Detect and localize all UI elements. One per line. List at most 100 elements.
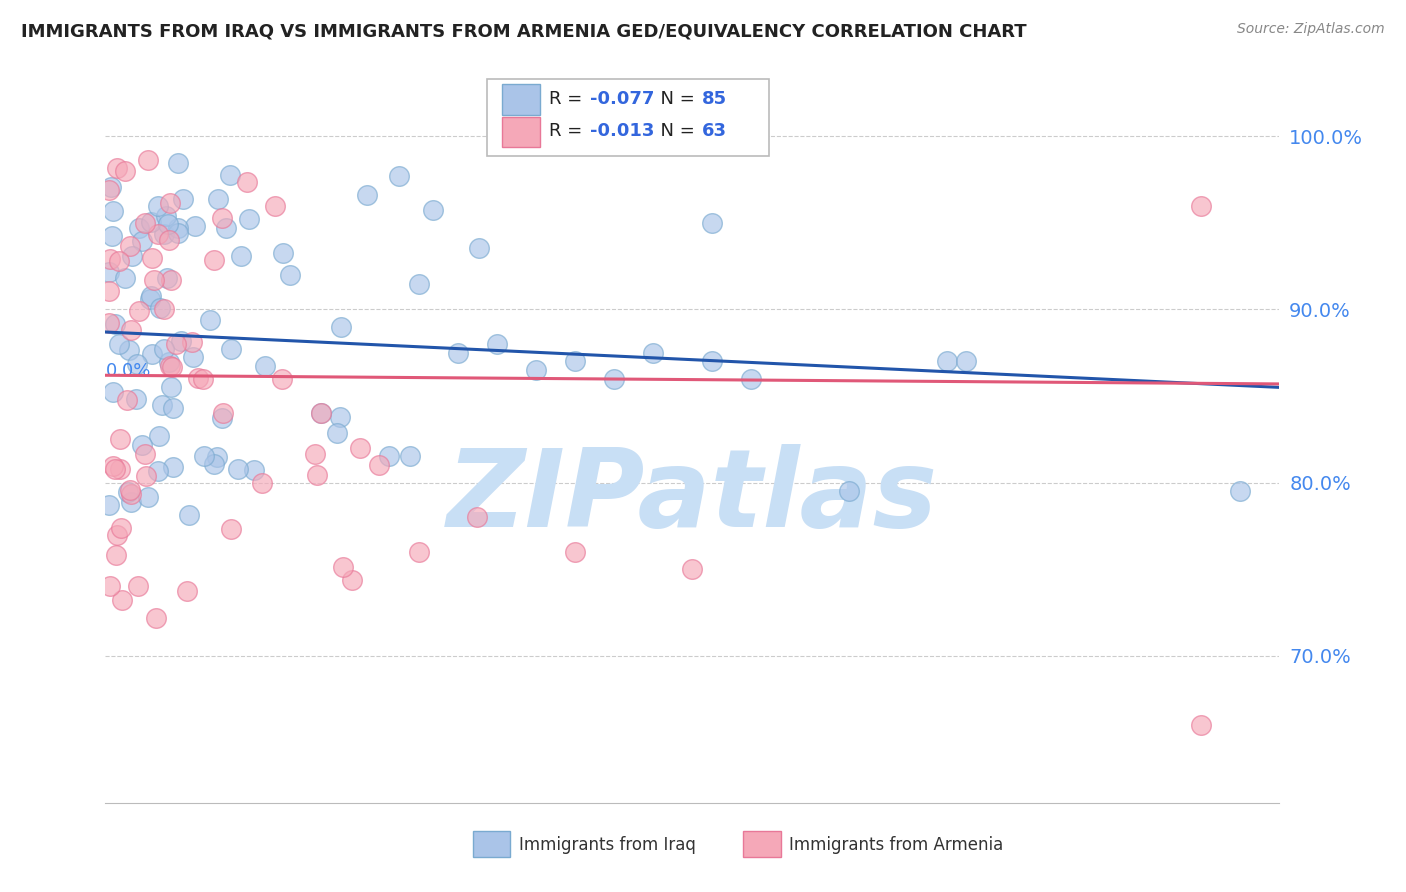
Point bbox=[202, 457, 225, 471]
Point bbox=[165, 337, 187, 351]
Point bbox=[955, 354, 977, 368]
Point bbox=[104, 462, 127, 476]
Point bbox=[181, 334, 204, 349]
Point bbox=[270, 372, 292, 386]
Point bbox=[682, 562, 704, 576]
Point bbox=[118, 483, 141, 497]
Point bbox=[107, 253, 129, 268]
Point bbox=[157, 355, 180, 369]
Point bbox=[98, 183, 121, 197]
Point bbox=[1189, 718, 1212, 732]
Point bbox=[153, 342, 176, 356]
Point bbox=[740, 372, 762, 386]
Point bbox=[118, 239, 141, 253]
Text: -0.077: -0.077 bbox=[591, 89, 655, 108]
Point bbox=[184, 219, 207, 234]
FancyBboxPatch shape bbox=[502, 84, 540, 114]
Point bbox=[700, 216, 723, 230]
Point bbox=[149, 301, 172, 316]
Point bbox=[127, 579, 149, 593]
Point bbox=[120, 495, 142, 509]
Point bbox=[148, 429, 170, 443]
Point bbox=[153, 227, 176, 242]
Point bbox=[211, 410, 233, 425]
Point bbox=[153, 302, 176, 317]
Point bbox=[105, 548, 128, 562]
Point bbox=[935, 354, 957, 368]
Point bbox=[329, 409, 352, 424]
Point bbox=[101, 228, 124, 243]
Point bbox=[238, 211, 260, 226]
Point bbox=[134, 216, 156, 230]
Point bbox=[643, 345, 665, 359]
Point bbox=[110, 521, 132, 535]
Point bbox=[1189, 199, 1212, 213]
Point bbox=[253, 359, 276, 374]
Point bbox=[207, 192, 229, 206]
Point bbox=[307, 468, 329, 483]
Point bbox=[242, 462, 264, 476]
Point bbox=[167, 220, 190, 235]
Point bbox=[219, 342, 242, 356]
Point bbox=[160, 360, 183, 375]
Point bbox=[221, 523, 243, 537]
Point bbox=[564, 354, 586, 368]
Point bbox=[465, 510, 488, 524]
Point bbox=[838, 484, 860, 499]
Point bbox=[136, 490, 159, 504]
Point bbox=[142, 273, 165, 287]
Point bbox=[134, 447, 156, 461]
Point bbox=[309, 406, 332, 420]
Point bbox=[218, 168, 240, 182]
Point bbox=[211, 406, 233, 420]
Point bbox=[193, 449, 215, 463]
Point bbox=[160, 380, 183, 394]
Point bbox=[524, 363, 547, 377]
Point bbox=[128, 220, 150, 235]
Point bbox=[193, 372, 215, 386]
Point bbox=[177, 508, 200, 522]
Point bbox=[278, 268, 301, 283]
Point bbox=[146, 199, 169, 213]
Point bbox=[309, 406, 332, 420]
Text: IMMIGRANTS FROM IRAQ VS IMMIGRANTS FROM ARMENIA GED/EQUIVALENCY CORRELATION CHAR: IMMIGRANTS FROM IRAQ VS IMMIGRANTS FROM … bbox=[21, 22, 1026, 40]
Point bbox=[250, 475, 273, 490]
Point bbox=[273, 245, 295, 260]
Point bbox=[108, 462, 131, 476]
Point bbox=[155, 209, 177, 223]
Point bbox=[139, 292, 162, 306]
Point bbox=[125, 358, 148, 372]
Text: N =: N = bbox=[650, 89, 700, 108]
Point bbox=[408, 545, 430, 559]
Point bbox=[172, 192, 194, 206]
Point bbox=[215, 220, 238, 235]
Point bbox=[146, 227, 169, 241]
Point bbox=[388, 169, 411, 183]
Point bbox=[98, 579, 121, 593]
Point bbox=[160, 273, 183, 287]
Point bbox=[263, 199, 285, 213]
Point bbox=[98, 252, 121, 266]
Point bbox=[326, 426, 349, 441]
Text: R =: R = bbox=[550, 122, 588, 140]
Point bbox=[115, 393, 138, 408]
Point bbox=[128, 304, 150, 318]
Point bbox=[150, 398, 173, 412]
Point bbox=[332, 560, 354, 574]
Point bbox=[226, 462, 249, 476]
Point bbox=[103, 204, 125, 219]
Point bbox=[1229, 484, 1251, 499]
Point bbox=[121, 249, 143, 263]
Point bbox=[118, 343, 141, 357]
Point bbox=[408, 277, 430, 291]
Point bbox=[236, 175, 259, 189]
Point bbox=[141, 347, 163, 361]
Text: 0.0%: 0.0% bbox=[105, 361, 150, 379]
FancyBboxPatch shape bbox=[486, 79, 769, 156]
Point bbox=[101, 385, 124, 400]
Point bbox=[125, 392, 148, 407]
Point bbox=[342, 573, 364, 587]
Point bbox=[231, 250, 253, 264]
Point bbox=[157, 233, 180, 247]
Point bbox=[98, 498, 121, 512]
